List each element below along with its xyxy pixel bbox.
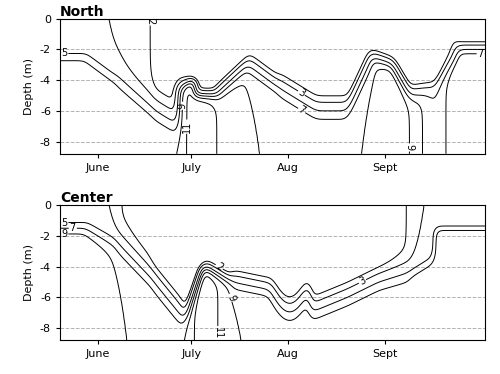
- Text: 7: 7: [296, 105, 307, 116]
- Text: 9: 9: [225, 293, 236, 302]
- Text: 9: 9: [61, 229, 68, 239]
- Text: 11: 11: [213, 327, 223, 339]
- Text: 5: 5: [61, 49, 68, 58]
- Text: Center: Center: [60, 191, 112, 205]
- Text: 7: 7: [70, 223, 76, 233]
- Text: 2: 2: [145, 18, 155, 25]
- Text: 9: 9: [178, 102, 188, 109]
- Text: 3: 3: [358, 276, 368, 287]
- Y-axis label: Depth (m): Depth (m): [24, 244, 34, 301]
- Text: 2: 2: [214, 261, 224, 273]
- Y-axis label: Depth (m): Depth (m): [24, 58, 34, 115]
- Text: 11: 11: [182, 120, 192, 133]
- Text: 3: 3: [296, 87, 306, 99]
- Text: 5: 5: [61, 218, 68, 227]
- Text: 7: 7: [478, 49, 484, 59]
- Text: 9: 9: [404, 144, 414, 151]
- Text: North: North: [60, 5, 104, 19]
